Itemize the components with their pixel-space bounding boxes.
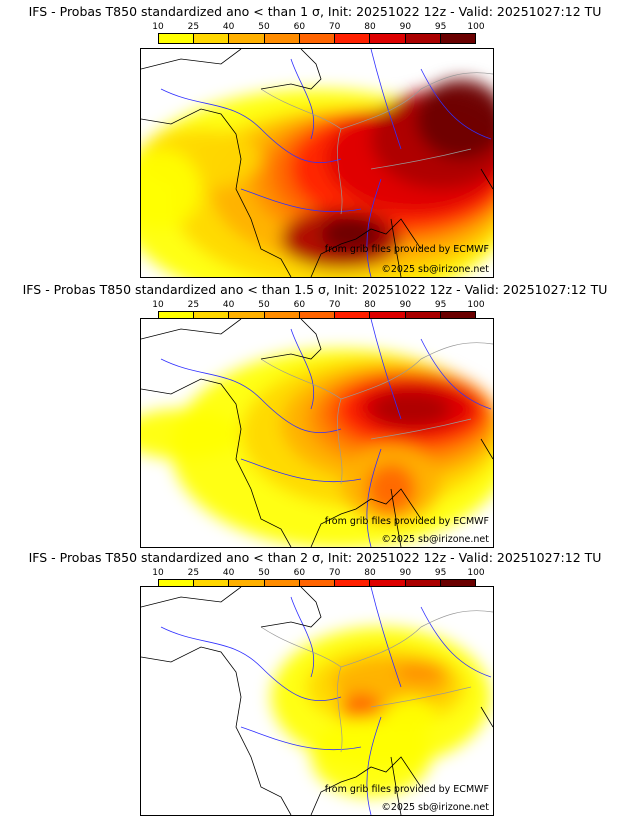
- colorbar-swatch: [440, 580, 475, 589]
- colorbar-tick: 10: [152, 22, 164, 32]
- colorbar-tick: 70: [328, 568, 341, 578]
- colorbar-tick: 90: [399, 568, 412, 578]
- colorbar-tick: 60: [293, 22, 306, 32]
- borders: [260, 610, 493, 753]
- colorbar-tick: 90: [399, 300, 412, 310]
- colorbar-swatch: [264, 34, 300, 43]
- colorbar-tick: 40: [222, 300, 235, 310]
- source-credit: from grib files provided by ECMWF: [324, 784, 489, 795]
- colorbar-swatch: [299, 580, 336, 589]
- copyright: ©2025 sb@irizone.net: [381, 264, 489, 275]
- colorbar-tick: 40: [222, 568, 235, 578]
- colorbar-swatch: [370, 34, 406, 43]
- colorbar-tick: 70: [328, 22, 341, 32]
- colorbar-swatch: [335, 580, 371, 589]
- colorbar-swatch: [194, 312, 230, 321]
- probability-area: [396, 662, 446, 682]
- colorbar-tick: 80: [364, 22, 376, 32]
- colorbar-tick: 95: [434, 568, 447, 578]
- probability-area: [341, 693, 381, 721]
- source-credit: from grib files provided by ECMWF: [324, 516, 489, 527]
- probability-area: [321, 216, 381, 252]
- coastline: [141, 587, 493, 815]
- colorbar-tick: 25: [187, 568, 200, 578]
- copyright: ©2025 sb@irizone.net: [381, 534, 489, 545]
- colorbar-tick: 100: [467, 22, 485, 32]
- colorbar-tick: 95: [434, 22, 447, 32]
- borders: [260, 72, 493, 215]
- colorbar-swatch: [299, 312, 336, 321]
- colorbar-swatch: [440, 312, 475, 321]
- probability-map: from grib files provided by ECMWF ©2025 …: [140, 586, 494, 816]
- colorbar-tick: 60: [293, 568, 306, 578]
- colorbar-swatch: [335, 34, 371, 43]
- colorbar-swatch: [229, 312, 265, 321]
- map-title: IFS - Probas T850 standardized ano < tha…: [28, 550, 602, 565]
- colorbar-tick: 95: [434, 300, 447, 310]
- map-canvas: [141, 319, 493, 547]
- colorbar-tick: 10: [152, 300, 164, 310]
- colorbar-tick: 10: [152, 568, 164, 578]
- colorbar-tick: 100: [467, 300, 485, 310]
- colorbar-swatch: [159, 312, 195, 321]
- coastline: [141, 49, 493, 277]
- map-canvas: [141, 587, 493, 815]
- coastline: [141, 319, 493, 547]
- rivers: [160, 587, 492, 815]
- colorbar-swatch: [159, 34, 195, 43]
- colorbar-swatch: [229, 34, 265, 43]
- colorbar-ticks: 10 25 40 50 60 70 80 90 95 100: [152, 22, 484, 32]
- rivers: [160, 49, 492, 277]
- colorbar-tick: 50: [258, 300, 270, 310]
- probability-area: [311, 717, 431, 797]
- colorbar-swatch: [194, 580, 230, 589]
- colorbar-tick: 50: [258, 22, 270, 32]
- colorbar-swatch: [299, 34, 336, 43]
- probability-area: [371, 391, 451, 427]
- probability-map: from grib files provided by ECMWF ©2025 …: [140, 318, 494, 548]
- colorbar-swatch: [440, 34, 475, 43]
- rivers: [160, 319, 492, 547]
- colorbar-tick: 25: [187, 22, 200, 32]
- probability-area: [141, 149, 201, 229]
- colorbar-tick: 80: [364, 568, 376, 578]
- probability-area: [416, 79, 493, 159]
- colorbar-swatch: [405, 580, 441, 589]
- probability-area: [141, 409, 241, 459]
- colorbar-swatch: [370, 312, 406, 321]
- colorbar-swatch: [370, 580, 406, 589]
- colorbar-tick: 70: [328, 300, 341, 310]
- colorbar-tick: 60: [293, 300, 306, 310]
- colorbar-swatch: [405, 34, 441, 43]
- colorbar-swatch: [264, 580, 300, 589]
- probability-map: from grib files provided by ECMWF ©2025 …: [140, 48, 494, 278]
- colorbar-tick: 90: [399, 22, 412, 32]
- colorbar-tick: 100: [467, 568, 485, 578]
- colorbar-swatch: [194, 34, 230, 43]
- colorbar-ticks: 10 25 40 50 60 70 80 90 95 100: [152, 568, 484, 578]
- map-title: IFS - Probas T850 standardized ano < tha…: [22, 282, 608, 297]
- colorbar-swatch: [335, 312, 371, 321]
- colorbar-swatch: [264, 312, 300, 321]
- copyright: ©2025 sb@irizone.net: [381, 802, 489, 813]
- colorbar-swatch: [229, 580, 265, 589]
- borders: [260, 342, 493, 485]
- colorbar-tick: 80: [364, 300, 376, 310]
- source-credit: from grib files provided by ECMWF: [324, 244, 489, 255]
- probability-area: [386, 697, 436, 737]
- colorbar-ticks: 10 25 40 50 60 70 80 90 95 100: [152, 300, 484, 310]
- colorbar-tick: 50: [258, 568, 270, 578]
- map-title: IFS - Probas T850 standardized ano < tha…: [28, 4, 602, 19]
- colorbar: [158, 33, 476, 44]
- colorbar-tick: 40: [222, 22, 235, 32]
- map-canvas: [141, 49, 493, 277]
- colorbar-tick: 25: [187, 300, 200, 310]
- colorbar-swatch: [159, 580, 195, 589]
- colorbar-swatch: [405, 312, 441, 321]
